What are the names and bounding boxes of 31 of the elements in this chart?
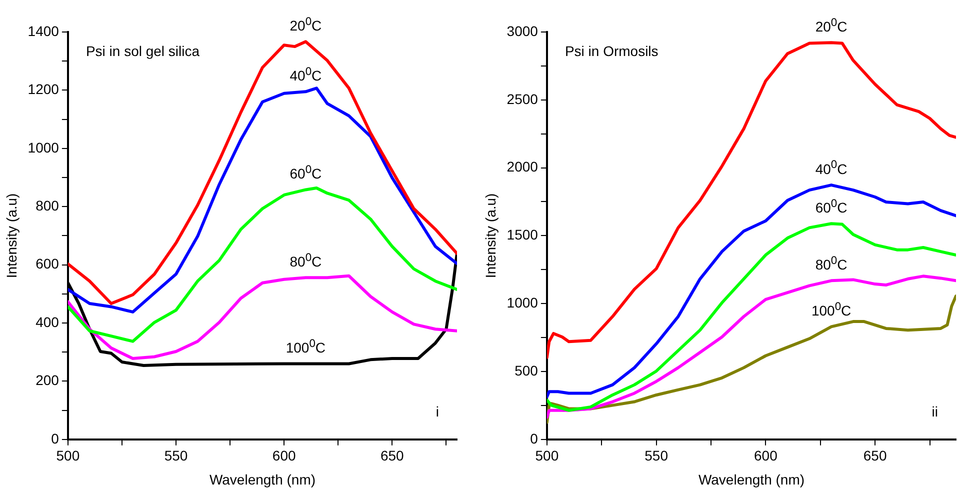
y-tick-label: 1200 [28, 81, 60, 98]
y-tick-label: 1500 [506, 226, 538, 243]
x-tick-label: 500 [56, 448, 80, 464]
x-tick-label: 600 [754, 448, 778, 464]
y-tick-label: 200 [36, 372, 60, 388]
y-axis-title: Intensity (a.u) [3, 193, 20, 278]
annotation: i [436, 403, 440, 420]
text: Psi in sol gel silica [86, 42, 200, 59]
x-tick-label: 650 [863, 448, 887, 464]
x-tick-label: 550 [164, 448, 188, 464]
x-tick-label: 600 [272, 448, 296, 464]
x-tick-label: 500 [535, 448, 559, 464]
y-tick-label: 0 [51, 430, 60, 446]
y-tick-label: 800 [36, 197, 60, 214]
y-tick-label: 0 [530, 430, 538, 446]
y-tick-label: 2000 [506, 158, 538, 175]
x-axis-title: Wavelength (nm) [209, 471, 316, 488]
y-axis-title: Intensity (a.u) [482, 193, 498, 278]
y-tick-label: 3000 [506, 22, 538, 39]
x-tick-label: 650 [380, 448, 404, 464]
annotation: ii [932, 403, 938, 420]
y-tick-label: 1000 [28, 139, 60, 156]
y-tick-label: 1400 [28, 22, 60, 39]
y-tick-label: 600 [36, 256, 60, 272]
y-tick-label: 2500 [506, 90, 538, 107]
y-tick-label: 400 [36, 314, 60, 330]
text: Psi in Ormosils [564, 42, 658, 59]
y-tick-label: 1000 [506, 294, 538, 310]
y-tick-label: 500 [514, 362, 538, 378]
x-tick-label: 550 [644, 448, 668, 464]
x-axis-title: Wavelength (nm) [698, 471, 805, 488]
